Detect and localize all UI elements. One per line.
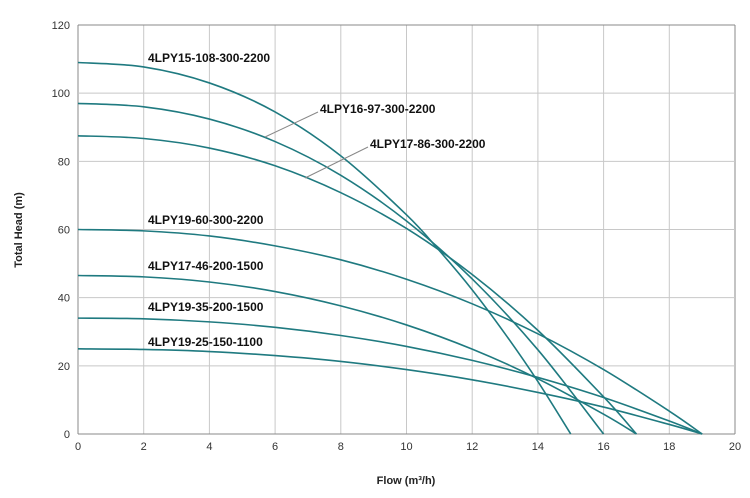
y-tick-label: 0 — [64, 429, 70, 441]
x-tick-label: 0 — [75, 441, 81, 453]
x-tick-label: 20 — [729, 441, 741, 453]
x-tick-label: 10 — [400, 441, 412, 453]
x-tick-label: 16 — [597, 441, 609, 453]
x-tick-label: 18 — [663, 441, 675, 453]
x-tick-label: 12 — [466, 441, 478, 453]
y-tick-label: 20 — [58, 361, 70, 373]
series-line-4lpy19-25-150-1100 — [77, 347, 703, 435]
series-line-4lpy19-35-200-1500 — [77, 317, 703, 435]
x-tick-label: 2 — [141, 441, 147, 453]
x-tick-label: 8 — [338, 441, 344, 453]
series-line-4lpy17-46-200-1500 — [77, 274, 637, 435]
y-tick-label: 120 — [52, 20, 70, 32]
x-tick-label: 14 — [532, 441, 544, 453]
series-label: 4LPY17-46-200-1500 — [148, 259, 264, 273]
series-labels: 4LPY15-108-300-2200 4LPY16-97-300-2200 4LP… — [148, 51, 486, 349]
leader-line — [304, 146, 369, 179]
x-axis-label: Flow (m³/h) — [377, 475, 436, 487]
tick-labels: 0 2 4 6 8 10 12 14 16 18 20 0 20 40 60 80 100 120 — [52, 20, 741, 453]
series-label: 4LPY19-35-200-1500 — [148, 300, 264, 314]
grid — [77, 24, 736, 435]
series-label: 4LPY15-108-300-2200 — [148, 51, 270, 65]
series-line-4lpy16-97-300-2200 — [77, 102, 605, 435]
series-label: 4LPY16-97-300-2200 — [320, 102, 436, 116]
y-tick-label: 60 — [58, 225, 70, 237]
x-tick-label: 6 — [272, 441, 278, 453]
series-label: 4LPY19-60-300-2200 — [148, 213, 264, 227]
series-line-4lpy17-86-300-2200 — [77, 134, 638, 435]
y-tick-label: 40 — [58, 293, 70, 305]
y-tick-label: 80 — [58, 156, 70, 168]
series-line-4lpy19-60-300-2200 — [77, 228, 703, 435]
series-lines — [77, 61, 703, 435]
series-label: 4LPY17-86-300-2200 — [370, 137, 486, 151]
series-label: 4LPY19-25-150-1100 — [148, 335, 263, 349]
y-axis-label: Total Head (m) — [13, 192, 25, 268]
y-tick-label: 100 — [52, 88, 70, 100]
leader-line — [264, 111, 319, 138]
series-line-4lpy15-108-300-2200 — [77, 61, 572, 435]
x-tick-label: 4 — [206, 441, 212, 453]
